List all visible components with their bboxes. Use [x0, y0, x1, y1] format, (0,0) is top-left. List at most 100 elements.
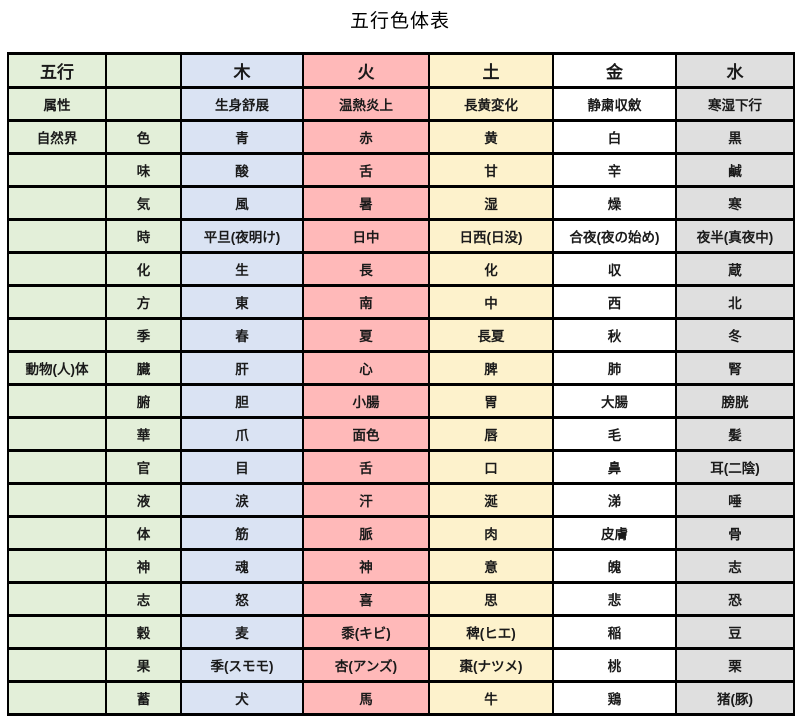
- gogyo-table-body: 属性 生身舒展 温熱炎上 長黄変化 静粛収斂 寒湿下行 自然界色青赤黄白黒味酸舌甘辛鹹気風暑…: [7, 86, 795, 716]
- subcategory-cell: 志: [105, 581, 182, 617]
- value-cell: 赤: [302, 119, 430, 155]
- value-cell: 黍(キビ): [302, 614, 430, 650]
- value-cell: 杏(アンズ): [302, 647, 430, 683]
- subcategory-cell: 臓: [105, 350, 182, 386]
- value-cell: 秋: [552, 317, 677, 353]
- value-cell: 風: [180, 185, 304, 221]
- subcategory-cell: 季: [105, 317, 182, 353]
- value-cell: 怒: [180, 581, 304, 617]
- page-title: 五行色体表: [349, 11, 450, 32]
- table-row: 穀麦黍(キビ) 稗(ヒエ) 稲豆: [7, 614, 795, 650]
- value-cell: 生: [180, 251, 304, 287]
- table-row: 気風暑湿燥寒: [7, 185, 795, 221]
- table-row: 神魂神意魄志: [7, 548, 795, 584]
- subcategory-cell: 官: [105, 449, 182, 485]
- column-header: 水: [675, 52, 795, 89]
- column-header: 木: [180, 52, 304, 89]
- table-row: 属性 生身舒展 温熱炎上 長黄変化 静粛収斂 寒湿下行: [7, 86, 795, 122]
- value-cell: 喜: [302, 581, 430, 617]
- subcategory-cell: 体: [105, 515, 182, 551]
- category-cell: [7, 482, 107, 518]
- table-row: 化生長化収蔵: [7, 251, 795, 287]
- value-cell: 合夜(夜の始め): [552, 218, 677, 254]
- value-cell: 唇: [428, 416, 554, 452]
- header-row: 五行 木火土金水: [7, 52, 795, 89]
- value-cell: 目: [180, 449, 304, 485]
- value-cell: 甘: [428, 152, 554, 188]
- value-cell: 辛: [552, 152, 677, 188]
- value-cell: 胆: [180, 383, 304, 419]
- value-cell: 鼻: [552, 449, 677, 485]
- table-row: 自然界色青赤黄白黒: [7, 119, 795, 155]
- value-cell: 棗(ナツメ): [428, 647, 554, 683]
- subcategory-cell: 色: [105, 119, 182, 155]
- value-cell: 肝: [180, 350, 304, 386]
- subcategory-cell: 神: [105, 548, 182, 584]
- value-cell: 骨: [675, 515, 795, 551]
- subcategory-cell: 味: [105, 152, 182, 188]
- value-cell: 肉: [428, 515, 554, 551]
- subcategory-cell: 液: [105, 482, 182, 518]
- category-cell: [7, 680, 107, 716]
- value-cell: 悲: [552, 581, 677, 617]
- value-cell: 日西(日没): [428, 218, 554, 254]
- value-cell: 脾: [428, 350, 554, 386]
- table-row: 腑胆小腸胃大腸 膀胱: [7, 383, 795, 419]
- value-cell: 猪(豚): [675, 680, 795, 716]
- value-cell: 舌: [302, 449, 430, 485]
- value-cell: 長夏: [428, 317, 554, 353]
- subcategory-cell: 方: [105, 284, 182, 320]
- value-cell: 涙: [180, 482, 304, 518]
- value-cell: 髪: [675, 416, 795, 452]
- value-cell: 舌: [302, 152, 430, 188]
- column-header: 金: [552, 52, 677, 89]
- value-cell: 涕: [552, 482, 677, 518]
- category-cell: [7, 251, 107, 287]
- value-cell: 長黄変化: [428, 86, 554, 122]
- value-cell: 温熱炎上: [302, 86, 430, 122]
- category-cell: [7, 548, 107, 584]
- value-cell: 北: [675, 284, 795, 320]
- category-cell: [7, 152, 107, 188]
- value-cell: 寒湿下行: [675, 86, 795, 122]
- value-cell: 涎: [428, 482, 554, 518]
- value-cell: 化: [428, 251, 554, 287]
- category-cell: [7, 383, 107, 419]
- value-cell: 馬: [302, 680, 430, 716]
- value-cell: 意: [428, 548, 554, 584]
- value-cell: 南: [302, 284, 430, 320]
- value-cell: 蔵: [675, 251, 795, 287]
- value-cell: 稲: [552, 614, 677, 650]
- value-cell: 大腸: [552, 383, 677, 419]
- table-row: 液涙汗涎涕唾: [7, 482, 795, 518]
- value-cell: 黒: [675, 119, 795, 155]
- value-cell: 肺: [552, 350, 677, 386]
- value-cell: 暑: [302, 185, 430, 221]
- column-header: 五行: [7, 52, 107, 89]
- category-cell: 動物(人)体: [7, 350, 107, 386]
- value-cell: 麦: [180, 614, 304, 650]
- subcategory-cell: 腑: [105, 383, 182, 419]
- subcategory-cell: 化: [105, 251, 182, 287]
- value-cell: 静粛収斂: [552, 86, 677, 122]
- category-cell: [7, 416, 107, 452]
- value-cell: 生身舒展: [180, 86, 304, 122]
- gogyo-correspondence-table: 五行 木火土金水 属性 生身舒展 温熱炎上 長黄変化 静粛収斂 寒湿下行 自然界色青赤黄白黒味…: [7, 52, 795, 716]
- category-cell: [7, 647, 107, 683]
- value-cell: 汗: [302, 482, 430, 518]
- subcategory-cell: 穀: [105, 614, 182, 650]
- table-row: 味酸舌甘辛鹹: [7, 152, 795, 188]
- value-cell: 燥: [552, 185, 677, 221]
- category-cell: [7, 284, 107, 320]
- value-cell: 魄: [552, 548, 677, 584]
- value-cell: 膀胱: [675, 383, 795, 419]
- value-cell: 冬: [675, 317, 795, 353]
- value-cell: 稗(ヒエ): [428, 614, 554, 650]
- subcategory-cell: 時: [105, 218, 182, 254]
- value-cell: 東: [180, 284, 304, 320]
- table-row: 時平旦(夜明け) 日中 日西(日没) 合夜(夜の始め) 夜半(真夜中): [7, 218, 795, 254]
- table-row: 動物(人)体臓肝心脾肺腎: [7, 350, 795, 386]
- subcategory-cell: 蓄: [105, 680, 182, 716]
- value-cell: 犬: [180, 680, 304, 716]
